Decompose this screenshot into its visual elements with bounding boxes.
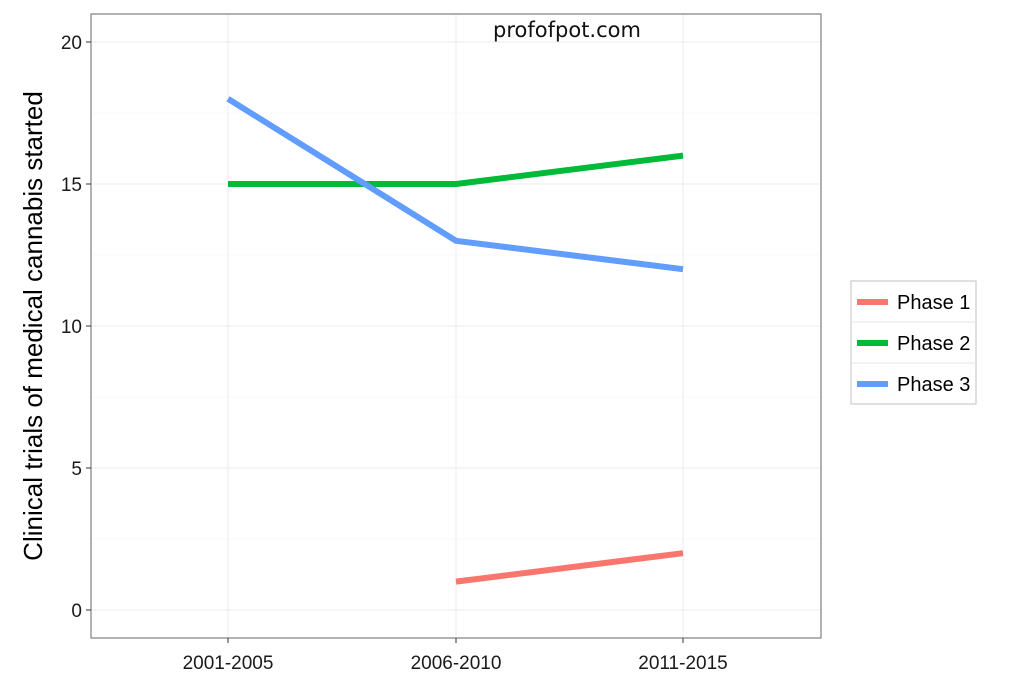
legend-label-phase-3: Phase 3	[897, 374, 970, 396]
y-tick-label: 5	[71, 459, 82, 480]
y-tick-label: 0	[71, 601, 82, 622]
series-line-phase-3	[226, 96, 684, 273]
legend: Phase 1 Phase 2 Phase 3	[850, 280, 977, 405]
x-tick-label: 2001-2005	[183, 653, 274, 674]
x-tick-label: 2006-2010	[411, 653, 502, 674]
watermark-text: profofpot.com	[493, 18, 641, 42]
series-line-phase-1	[455, 550, 684, 585]
x-axis: 2001-2005 2006-2010 2011-2015	[183, 638, 728, 674]
y-axis-title: Clinical trials of medical cannabis star…	[18, 91, 48, 561]
x-tick-label: 2011-2015	[638, 653, 727, 674]
y-tick-label: 20	[61, 33, 82, 54]
grid-lines	[91, 14, 821, 638]
y-axis: 0 5 10 15 20	[61, 33, 91, 622]
legend-label-phase-2: Phase 2	[897, 333, 970, 355]
legend-label-phase-1: Phase 1	[897, 292, 970, 314]
y-tick-label: 10	[61, 317, 82, 338]
y-tick-label: 15	[61, 175, 82, 196]
series-line-phase-2	[228, 152, 684, 187]
series-lines	[226, 96, 684, 585]
